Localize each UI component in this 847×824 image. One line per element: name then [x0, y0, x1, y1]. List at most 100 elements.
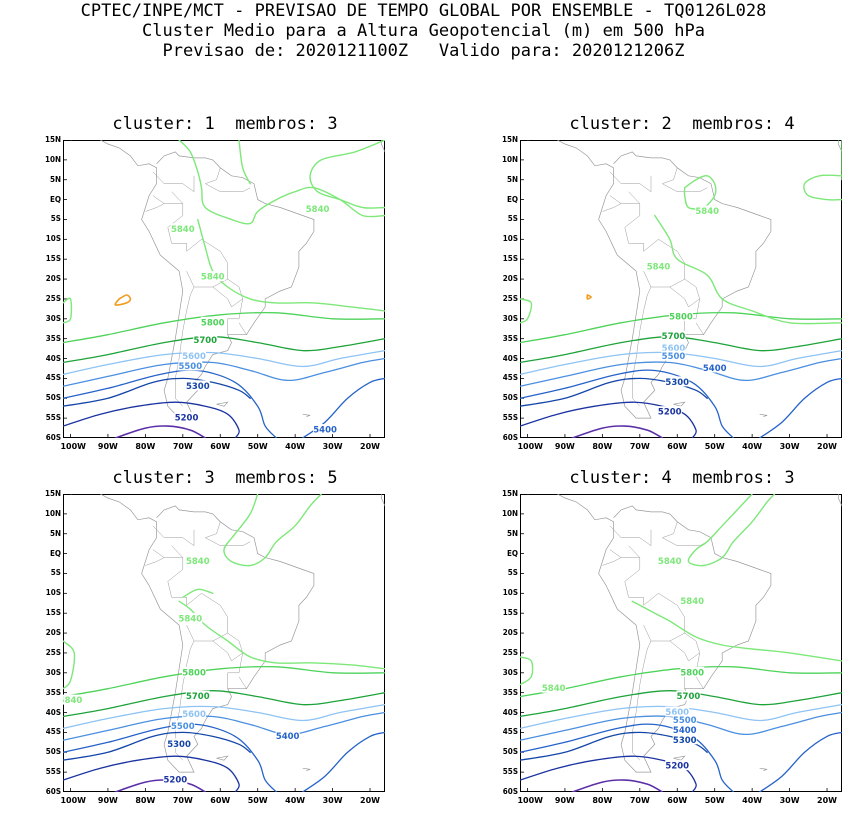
country-border — [152, 549, 183, 558]
contour-5200 — [520, 755, 697, 792]
contour-label: 5840 — [658, 557, 682, 567]
lon-tick-label: 20W — [360, 442, 380, 451]
contour-5400 — [301, 731, 385, 792]
lat-tick-label: 50S — [45, 747, 61, 757]
lon-tick-label: 100W — [60, 442, 87, 451]
contour-label-bg — [193, 334, 218, 345]
lat-tick-label: 5S — [50, 568, 61, 578]
lat-tick-label: 40S — [502, 353, 518, 363]
contour-5840 — [520, 656, 534, 686]
lon-tick-label: 50W — [704, 796, 725, 805]
lon-tick-label: 20W — [360, 796, 380, 805]
country-border — [227, 652, 243, 689]
contour-5200 — [63, 401, 240, 438]
lon-tick-label: 30W — [322, 442, 343, 451]
contour-label-bg — [657, 406, 682, 417]
lat-tick-label: 60S — [45, 787, 61, 796]
lat-tick-label: 10S — [502, 588, 518, 598]
panel-cluster-2: cluster: 2 membros: 4 15N 10N 5N EQ 5S 10S 15S 2… — [482, 114, 847, 470]
coastline — [302, 767, 311, 771]
lat-tick-label: 25S — [502, 293, 518, 303]
lat-tick-label: 50S — [502, 393, 518, 403]
lat-tick-label: 5S — [50, 214, 61, 224]
contour-5500 — [63, 711, 385, 741]
country-border — [238, 676, 247, 689]
contour-label: 5500 — [178, 362, 202, 372]
lon-tick-label: 80W — [592, 796, 613, 805]
country-border — [145, 557, 165, 566]
country-border — [669, 632, 700, 662]
country-border — [212, 278, 243, 308]
header-title: CPTEC/INPE/MCT - PREVISAO DE TEMPO GLOBA… — [80, 1, 767, 21]
coastline — [70, 494, 315, 773]
lon-tick-label: 50W — [247, 442, 268, 451]
contour-label: 5300 — [665, 378, 689, 388]
lat-tick-label: EQ — [49, 194, 61, 204]
country-border — [152, 525, 195, 547]
contour-label: 5600 — [182, 710, 206, 720]
contour-5600 — [520, 349, 842, 376]
lat-tick-label: 5S — [507, 568, 518, 578]
contour-label-bg — [661, 330, 686, 341]
lat-tick-label: 30S — [502, 667, 518, 677]
lat-tick-label: 15S — [45, 254, 61, 264]
contour-5400 — [63, 723, 278, 792]
lat-tick-label: 10N — [501, 508, 518, 518]
lat-tick-label: EQ — [506, 548, 518, 558]
panel-cluster-3: cluster: 3 membros: 5 15N 10N 5N EQ 5S 10S 15S 2… — [25, 468, 425, 824]
coastline — [759, 767, 768, 771]
country-border — [186, 238, 228, 288]
lat-tick-label: 25S — [45, 647, 61, 657]
lat-tick-label: 5N — [506, 174, 518, 184]
lon-tick-label: 100W — [517, 442, 544, 451]
contour-label: 5840 — [171, 225, 195, 235]
lon-tick-label: 70W — [172, 442, 193, 451]
contour-label-bg — [672, 724, 697, 735]
contour-label: 5840 — [542, 684, 566, 694]
contour-5840 — [654, 214, 842, 325]
contour-5700 — [63, 336, 385, 364]
coastline — [380, 140, 385, 153]
contour-5400 — [758, 377, 842, 438]
contour-label-bg — [275, 730, 300, 741]
contour-label: 5400 — [313, 426, 337, 436]
lat-tick-label: 10S — [45, 234, 61, 244]
contour-5840 — [683, 174, 717, 210]
lat-tick-label: 60S — [502, 433, 518, 442]
lat-tick-label: 10S — [45, 588, 61, 598]
lon-tick-label: 70W — [172, 796, 193, 805]
lon-tick-label: 70W — [629, 796, 650, 805]
lat-tick-label: 10N — [44, 154, 61, 164]
lon-tick-label: 60W — [667, 796, 688, 805]
contour-5800 — [63, 311, 385, 344]
country-border — [204, 167, 251, 192]
lat-tick-label: 35S — [45, 687, 61, 697]
contour-label-bg — [657, 555, 682, 566]
contour-_low — [114, 294, 132, 306]
contour-label: 5840 — [695, 207, 719, 217]
contour-label-bg — [185, 555, 210, 566]
contour-label-bg — [676, 690, 701, 701]
lon-tick-label: 90W — [97, 442, 118, 451]
contour-5100 — [114, 425, 207, 438]
contour-label-bg — [661, 350, 686, 361]
contour-label-bg — [680, 595, 705, 606]
country-border — [227, 298, 243, 335]
country-border — [145, 203, 165, 212]
contour-label-bg — [200, 316, 225, 327]
coastline — [70, 140, 315, 419]
contour-5840 — [631, 600, 842, 662]
panel-title: cluster: 1 membros: 3 — [112, 114, 338, 134]
lat-tick-label: 10N — [501, 154, 518, 164]
lat-tick-label: 45S — [502, 727, 518, 737]
coastline — [380, 494, 385, 507]
contour-5840 — [197, 218, 385, 312]
contour-label: 5300 — [167, 740, 191, 750]
lon-tick-label: 90W — [554, 442, 575, 451]
contour-label-bg — [170, 720, 195, 731]
country-border — [661, 167, 708, 192]
lat-tick-label: 15S — [502, 254, 518, 264]
contour-5840 — [309, 140, 385, 209]
